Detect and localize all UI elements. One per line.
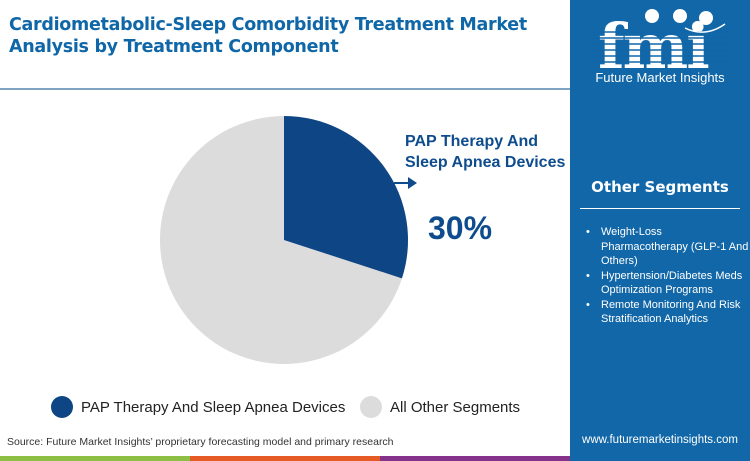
slice-callout-label: PAP Therapy And Sleep Apnea Devices xyxy=(405,131,565,173)
chart-title: Cardiometabolic-Sleep Comorbidity Treatm… xyxy=(9,15,527,57)
legend-item-pap-therapy: PAP Therapy And Sleep Apnea Devices xyxy=(51,396,345,418)
legend-item-all-other: All Other Segments xyxy=(360,396,520,418)
legend-swatch-icon xyxy=(51,396,73,418)
slice-percentage: 30% xyxy=(428,210,493,246)
other-segments-title: Other Segments xyxy=(591,178,729,196)
footer-strip-purple xyxy=(380,456,570,461)
footer-strip-orange xyxy=(190,456,380,461)
list-item: Hypertension/Diabetes Meds Optimization … xyxy=(584,269,750,298)
legend-label: All Other Segments xyxy=(390,398,521,416)
globe-asia-icon xyxy=(699,11,713,25)
other-segments-list: Weight-Loss Pharmacotherapy (GLP-1 And O… xyxy=(584,225,750,327)
globe-europe-icon xyxy=(673,9,687,23)
legend-label: PAP Therapy And Sleep Apnea Devices xyxy=(81,398,346,416)
pie-chart xyxy=(160,116,408,364)
pie-slice-pap-therapy xyxy=(284,116,408,279)
logo-text: Future Market Insights xyxy=(595,70,725,85)
side-divider xyxy=(580,208,740,209)
title-divider xyxy=(0,88,570,90)
source-note: Source: Future Market Insights’ propriet… xyxy=(7,436,394,448)
callout-line-1: PAP Therapy And xyxy=(405,133,539,150)
footer-strip-green xyxy=(0,456,190,461)
legend-swatch-icon xyxy=(360,396,382,418)
list-item: Remote Monitoring And Risk Stratificatio… xyxy=(584,298,750,327)
website-link[interactable]: www.futuremarketinsights.com xyxy=(582,434,738,446)
list-item: Weight-Loss Pharmacotherapy (GLP-1 And O… xyxy=(584,225,750,269)
fmi-logo-icon: fmi xyxy=(590,9,730,83)
globe-americas-icon xyxy=(645,9,659,23)
side-panel: fmi Future Market Insights Other Segment… xyxy=(570,0,750,461)
callout-line-2: Sleep Apnea Devices xyxy=(405,154,566,171)
callout-arrow-icon xyxy=(394,177,417,189)
